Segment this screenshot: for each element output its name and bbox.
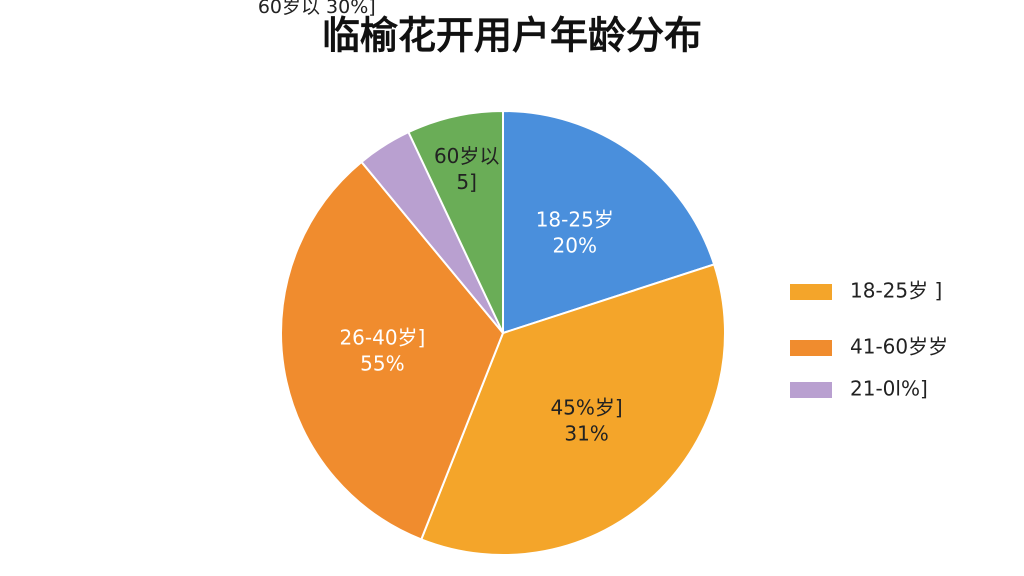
slice-label: 18-25岁 [536, 208, 614, 232]
slice-label: 45%岁] [550, 396, 622, 420]
slice-label: 26-40岁] [339, 326, 425, 350]
legend-label: 18-25岁 ] [850, 279, 942, 303]
pie-slice [280, 160, 505, 541]
slice-label: 55% [360, 352, 404, 376]
legend-swatch [790, 284, 832, 300]
pie-slice [419, 263, 726, 556]
legend-swatch [790, 340, 832, 356]
legend-label: 41-60岁岁 [850, 335, 948, 359]
slice-label: 60岁以 [434, 144, 499, 168]
chart-title: 临榆花开用户年龄分布 [322, 14, 702, 58]
slice-label: 31% [564, 422, 608, 446]
slice-label: 20% [553, 234, 597, 258]
pie-slice [407, 109, 504, 334]
legend-swatch [790, 382, 832, 398]
slice-label: 60岁以 30%] [258, 0, 376, 18]
slice-label: 5] [456, 170, 477, 194]
pie-slice [502, 109, 716, 335]
legend-label: 21-0l%] [850, 377, 928, 401]
